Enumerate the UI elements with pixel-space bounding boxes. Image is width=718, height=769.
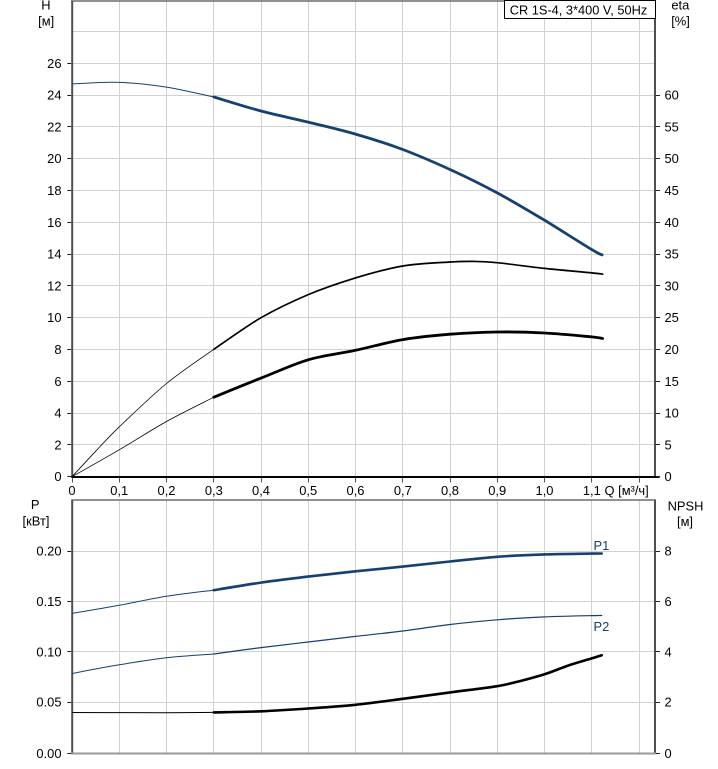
svg-text:eta: eta (671, 0, 690, 13)
svg-text:0: 0 (665, 746, 672, 761)
svg-text:0.15: 0.15 (36, 594, 61, 609)
svg-text:6: 6 (665, 594, 672, 609)
svg-text:8: 8 (665, 544, 672, 559)
svg-text:12: 12 (47, 278, 61, 293)
svg-text:10: 10 (47, 310, 61, 325)
svg-text:P: P (31, 497, 40, 512)
svg-text:[м]: [м] (677, 514, 693, 529)
svg-text:14: 14 (47, 247, 61, 262)
svg-text:NPSH: NPSH (668, 498, 704, 513)
svg-text:25: 25 (665, 310, 679, 325)
svg-text:20: 20 (665, 342, 679, 357)
svg-text:0,2: 0,2 (158, 483, 176, 498)
svg-text:20: 20 (47, 151, 61, 166)
svg-text:55: 55 (665, 119, 679, 134)
svg-text:P1: P1 (594, 538, 610, 553)
svg-text:24: 24 (47, 88, 61, 103)
svg-text:0,6: 0,6 (347, 483, 365, 498)
svg-text:10: 10 (665, 406, 679, 421)
svg-text:Q [м³/ч]: Q [м³/ч] (605, 483, 649, 498)
svg-text:45: 45 (665, 183, 679, 198)
svg-text:0,5: 0,5 (299, 483, 317, 498)
svg-text:1,0: 1,0 (536, 483, 554, 498)
svg-text:0,3: 0,3 (205, 483, 223, 498)
svg-text:[%]: [%] (671, 14, 690, 29)
svg-text:50: 50 (665, 151, 679, 166)
svg-text:0: 0 (68, 483, 75, 498)
svg-text:[кВт]: [кВт] (23, 514, 50, 529)
svg-text:60: 60 (665, 88, 679, 103)
svg-text:[м]: [м] (38, 14, 54, 29)
svg-text:4: 4 (54, 406, 61, 421)
svg-text:26: 26 (47, 56, 61, 71)
svg-text:4: 4 (665, 644, 672, 659)
svg-text:2: 2 (54, 437, 61, 452)
svg-text:5: 5 (665, 437, 672, 452)
svg-text:40: 40 (665, 215, 679, 230)
svg-text:35: 35 (665, 247, 679, 262)
svg-text:0.20: 0.20 (36, 544, 61, 559)
svg-text:0: 0 (665, 469, 672, 484)
svg-text:15: 15 (665, 374, 679, 389)
svg-text:0.00: 0.00 (36, 746, 61, 761)
svg-text:0,4: 0,4 (252, 483, 270, 498)
svg-text:22: 22 (47, 119, 61, 134)
svg-text:0,9: 0,9 (488, 483, 506, 498)
svg-text:6: 6 (54, 374, 61, 389)
svg-text:0.05: 0.05 (36, 695, 61, 710)
svg-text:30: 30 (665, 278, 679, 293)
svg-text:0,7: 0,7 (394, 483, 412, 498)
svg-text:0,8: 0,8 (441, 483, 459, 498)
svg-text:8: 8 (54, 342, 61, 357)
svg-text:16: 16 (47, 215, 61, 230)
svg-text:0.10: 0.10 (36, 644, 61, 659)
svg-text:H: H (41, 0, 50, 13)
svg-text:2: 2 (665, 695, 672, 710)
svg-text:0: 0 (54, 469, 61, 484)
svg-text:CR 1S-4, 3*400 V, 50Hz: CR 1S-4, 3*400 V, 50Hz (510, 2, 648, 17)
svg-text:18: 18 (47, 183, 61, 198)
svg-text:P2: P2 (594, 619, 610, 634)
svg-text:1,1: 1,1 (583, 483, 601, 498)
svg-text:0,1: 0,1 (110, 483, 128, 498)
